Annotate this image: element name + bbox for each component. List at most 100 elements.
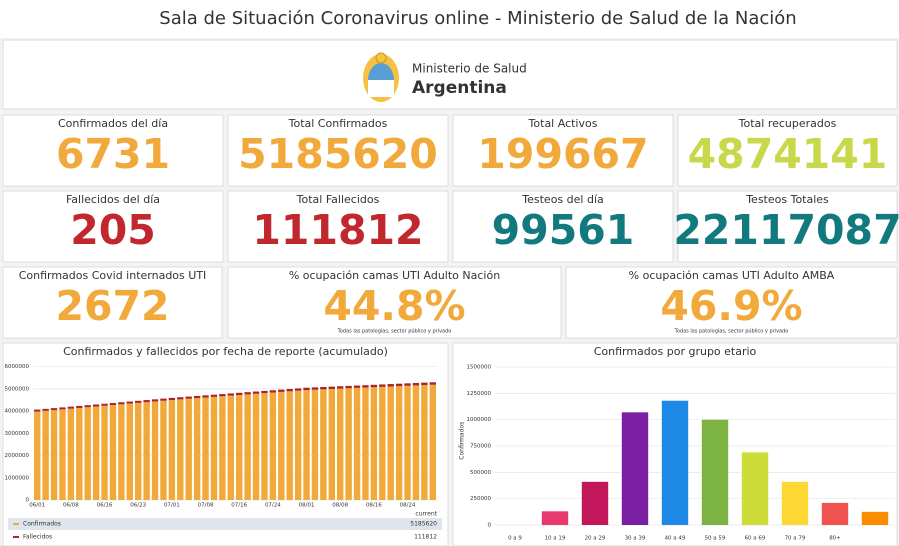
bar-segment	[362, 385, 369, 388]
legend-value: 111812	[414, 534, 437, 541]
x-tick-label: 0 a 9	[508, 536, 522, 542]
stat-value: 5185620	[238, 130, 438, 178]
bar-segment	[210, 396, 218, 500]
bar-segment	[303, 387, 310, 391]
stat-panel	[677, 114, 898, 187]
bar-segment	[303, 390, 310, 500]
emblem	[363, 52, 399, 102]
bar-segment	[143, 402, 150, 500]
x-tick-label: 08/01	[299, 503, 315, 509]
bar-segment	[59, 407, 66, 410]
stat-label: % ocupación camas UTI Adulto Nación	[289, 269, 500, 282]
legend-value: 5185620	[410, 521, 437, 528]
stat-value: 99561	[492, 206, 635, 254]
bar-segment	[109, 405, 117, 500]
stat-panel	[227, 190, 449, 263]
bar-segment	[160, 400, 167, 500]
bar	[581, 481, 609, 525]
bar-segment	[160, 398, 167, 401]
bar-segment	[92, 404, 100, 407]
bar-segment	[219, 394, 226, 397]
bar-segment	[202, 397, 209, 500]
x-tick-label: 06/08	[63, 503, 79, 509]
bar-segment	[252, 393, 260, 500]
bar-segment	[387, 386, 394, 500]
chart-title: Confirmados y fallecidos por fecha de re…	[63, 345, 388, 358]
x-tick-label: 20 a 29	[585, 536, 606, 542]
stat-panel	[452, 114, 674, 187]
bar-segment	[320, 389, 327, 500]
bar-segment	[337, 386, 344, 389]
bar-segment	[328, 388, 335, 500]
bar-segment	[269, 390, 277, 393]
bar	[741, 452, 769, 525]
bar-segment	[387, 384, 394, 387]
stat-panel	[2, 114, 224, 187]
bar-segment	[379, 386, 386, 500]
stat-label: Confirmados del día	[58, 117, 168, 130]
bar-segment	[227, 393, 234, 396]
bar-segment	[193, 398, 201, 500]
bar	[621, 412, 649, 525]
stat-panel	[2, 266, 223, 339]
bar-segment	[353, 385, 361, 388]
bar	[861, 511, 889, 525]
y-tick-label: 500000	[470, 470, 491, 476]
bar-segment	[126, 401, 133, 404]
bar-segment	[34, 411, 41, 500]
bar-segment	[370, 387, 378, 500]
y-tick-label: 250000	[470, 496, 491, 502]
bar-segment	[320, 387, 327, 390]
legend-header: current	[415, 511, 437, 518]
stat-panel	[677, 190, 898, 263]
legend-label: Confirmados	[23, 521, 61, 528]
bar-segment	[84, 405, 91, 408]
logo-panel	[2, 39, 898, 110]
legend-swatch	[13, 523, 19, 525]
bar-segment	[185, 396, 192, 399]
stat-label: Total Confirmados	[288, 117, 388, 130]
stat-value: 22117087	[673, 206, 899, 254]
bar-segment	[236, 392, 243, 396]
stat-panel	[227, 266, 562, 339]
y-tick-label: 2000000	[5, 453, 30, 459]
bar-segment	[177, 399, 184, 500]
charts: Confirmados y fallecidos por fecha de re…	[5, 345, 895, 542]
legend-row-bg	[8, 518, 442, 530]
bar-segment	[345, 388, 352, 500]
stat-value: 111812	[252, 206, 423, 254]
bar-segment	[202, 395, 209, 398]
x-tick-label: 80+	[829, 536, 841, 542]
title-bar	[0, 0, 899, 38]
x-tick-label: 60 a 69	[745, 536, 766, 542]
bar-segment	[168, 397, 176, 400]
bar-segment	[76, 407, 83, 500]
y-tick-label: 1000000	[5, 475, 30, 481]
x-tick-label: 06/01	[29, 503, 45, 509]
x-tick-label: 30 a 39	[625, 536, 646, 542]
bar-segment	[345, 385, 352, 389]
stat-label: % ocupación camas UTI Adulto AMBA	[629, 269, 835, 282]
bar-segment	[67, 406, 75, 409]
bar-segment	[135, 402, 142, 500]
bar-segment	[177, 397, 184, 400]
bar-segment	[421, 382, 428, 386]
bar-segment	[429, 384, 436, 500]
bar-segment	[135, 400, 142, 403]
y-tick-label: 1000000	[467, 417, 492, 423]
bar-segment	[337, 388, 344, 500]
x-tick-label: 70 a 79	[785, 536, 806, 542]
bar-segment	[42, 408, 49, 411]
stat-value: 4874141	[688, 130, 888, 178]
stat-panel	[2, 190, 224, 263]
bar-segment	[294, 388, 302, 391]
stat-label: Testeos Totales	[745, 193, 829, 206]
legend-swatch	[13, 536, 19, 538]
bar-segment	[429, 382, 436, 385]
x-tick-label: 06/16	[97, 503, 113, 509]
stat-label: Confirmados Covid internados UTI	[19, 269, 207, 282]
bar-segment	[101, 403, 108, 406]
y-tick-label: 0	[26, 498, 30, 504]
